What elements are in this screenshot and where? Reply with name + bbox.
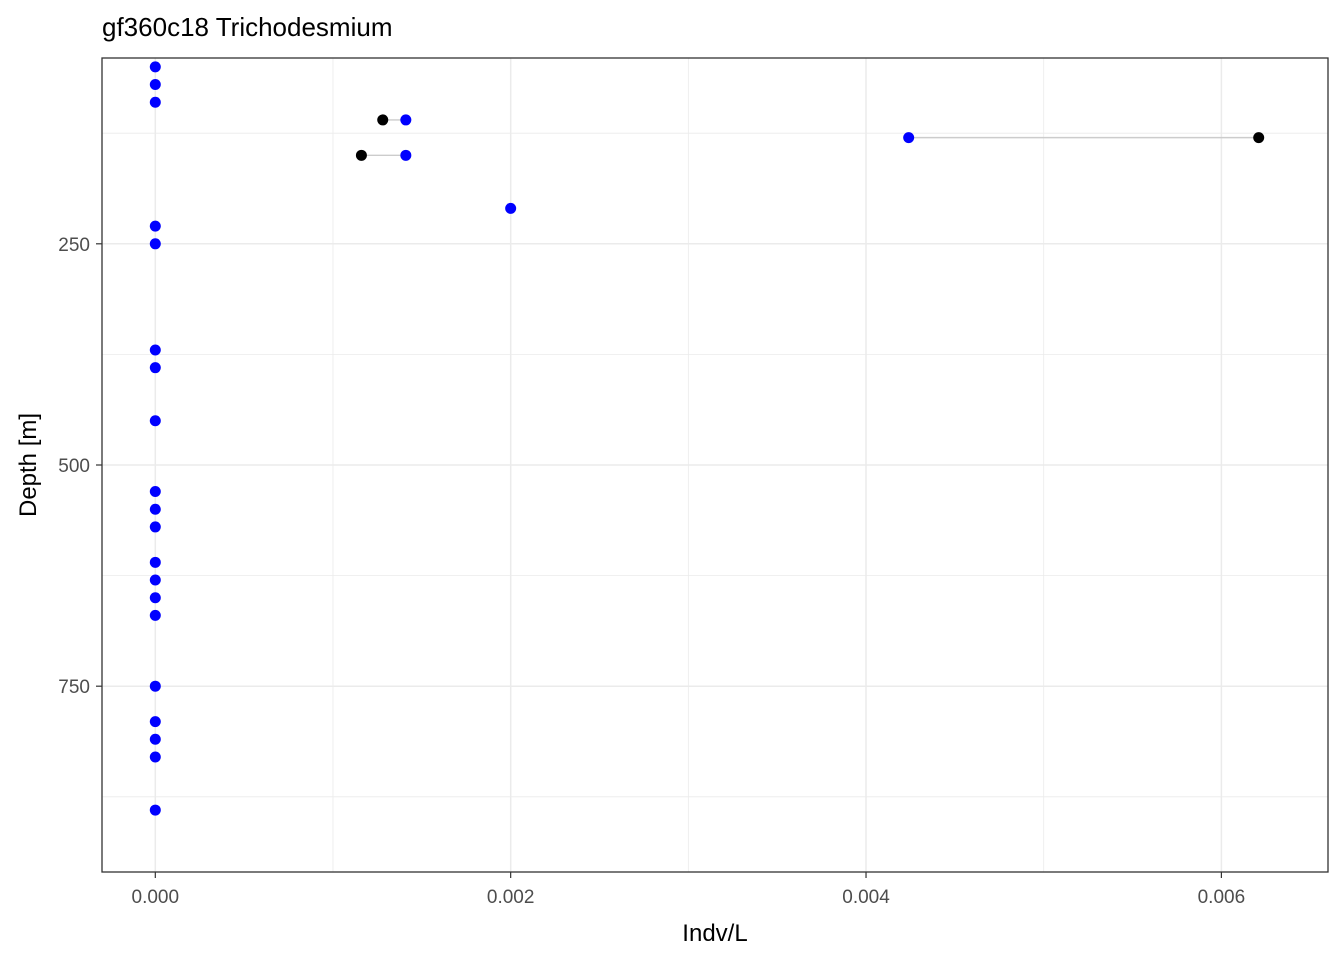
y-tick-label: 500	[58, 456, 90, 477]
data-point	[400, 114, 412, 126]
data-point	[903, 132, 915, 144]
x-tick-label: 0.004	[842, 887, 890, 908]
data-point	[149, 344, 161, 356]
data-point	[149, 503, 161, 515]
data-point	[1253, 132, 1265, 144]
data-point	[149, 733, 161, 745]
data-point	[505, 202, 517, 214]
data-point	[149, 96, 161, 108]
data-point	[355, 149, 367, 161]
data-point	[149, 716, 161, 728]
x-tick-label: 0.000	[132, 887, 180, 908]
data-point	[149, 592, 161, 604]
y-tick-label: 250	[58, 235, 90, 256]
x-axis-ticks: 0.000 0.002 0.004 0.006	[132, 872, 1246, 908]
y-axis-ticks: 250 500 750	[58, 235, 102, 698]
data-point	[400, 149, 412, 161]
data-point	[149, 61, 161, 73]
y-axis-title: Depth [m]	[15, 413, 42, 517]
x-tick-label: 0.006	[1198, 887, 1246, 908]
data-point	[149, 680, 161, 692]
data-point	[149, 804, 161, 816]
data-points	[149, 61, 1265, 816]
data-point	[149, 556, 161, 568]
data-point	[149, 521, 161, 533]
data-point	[149, 362, 161, 374]
data-point	[149, 238, 161, 250]
x-axis-title: Indv/L	[682, 920, 747, 947]
major-gridlines	[102, 58, 1328, 872]
data-point	[149, 415, 161, 427]
data-point	[149, 574, 161, 586]
data-point	[149, 751, 161, 763]
data-point	[149, 609, 161, 621]
data-point	[149, 486, 161, 498]
data-point	[377, 114, 389, 126]
x-tick-label: 0.002	[487, 887, 535, 908]
data-point	[149, 220, 161, 232]
data-point	[149, 79, 161, 91]
y-tick-label: 750	[58, 677, 90, 698]
chart-title: gf360c18 Trichodesmium	[102, 12, 392, 42]
